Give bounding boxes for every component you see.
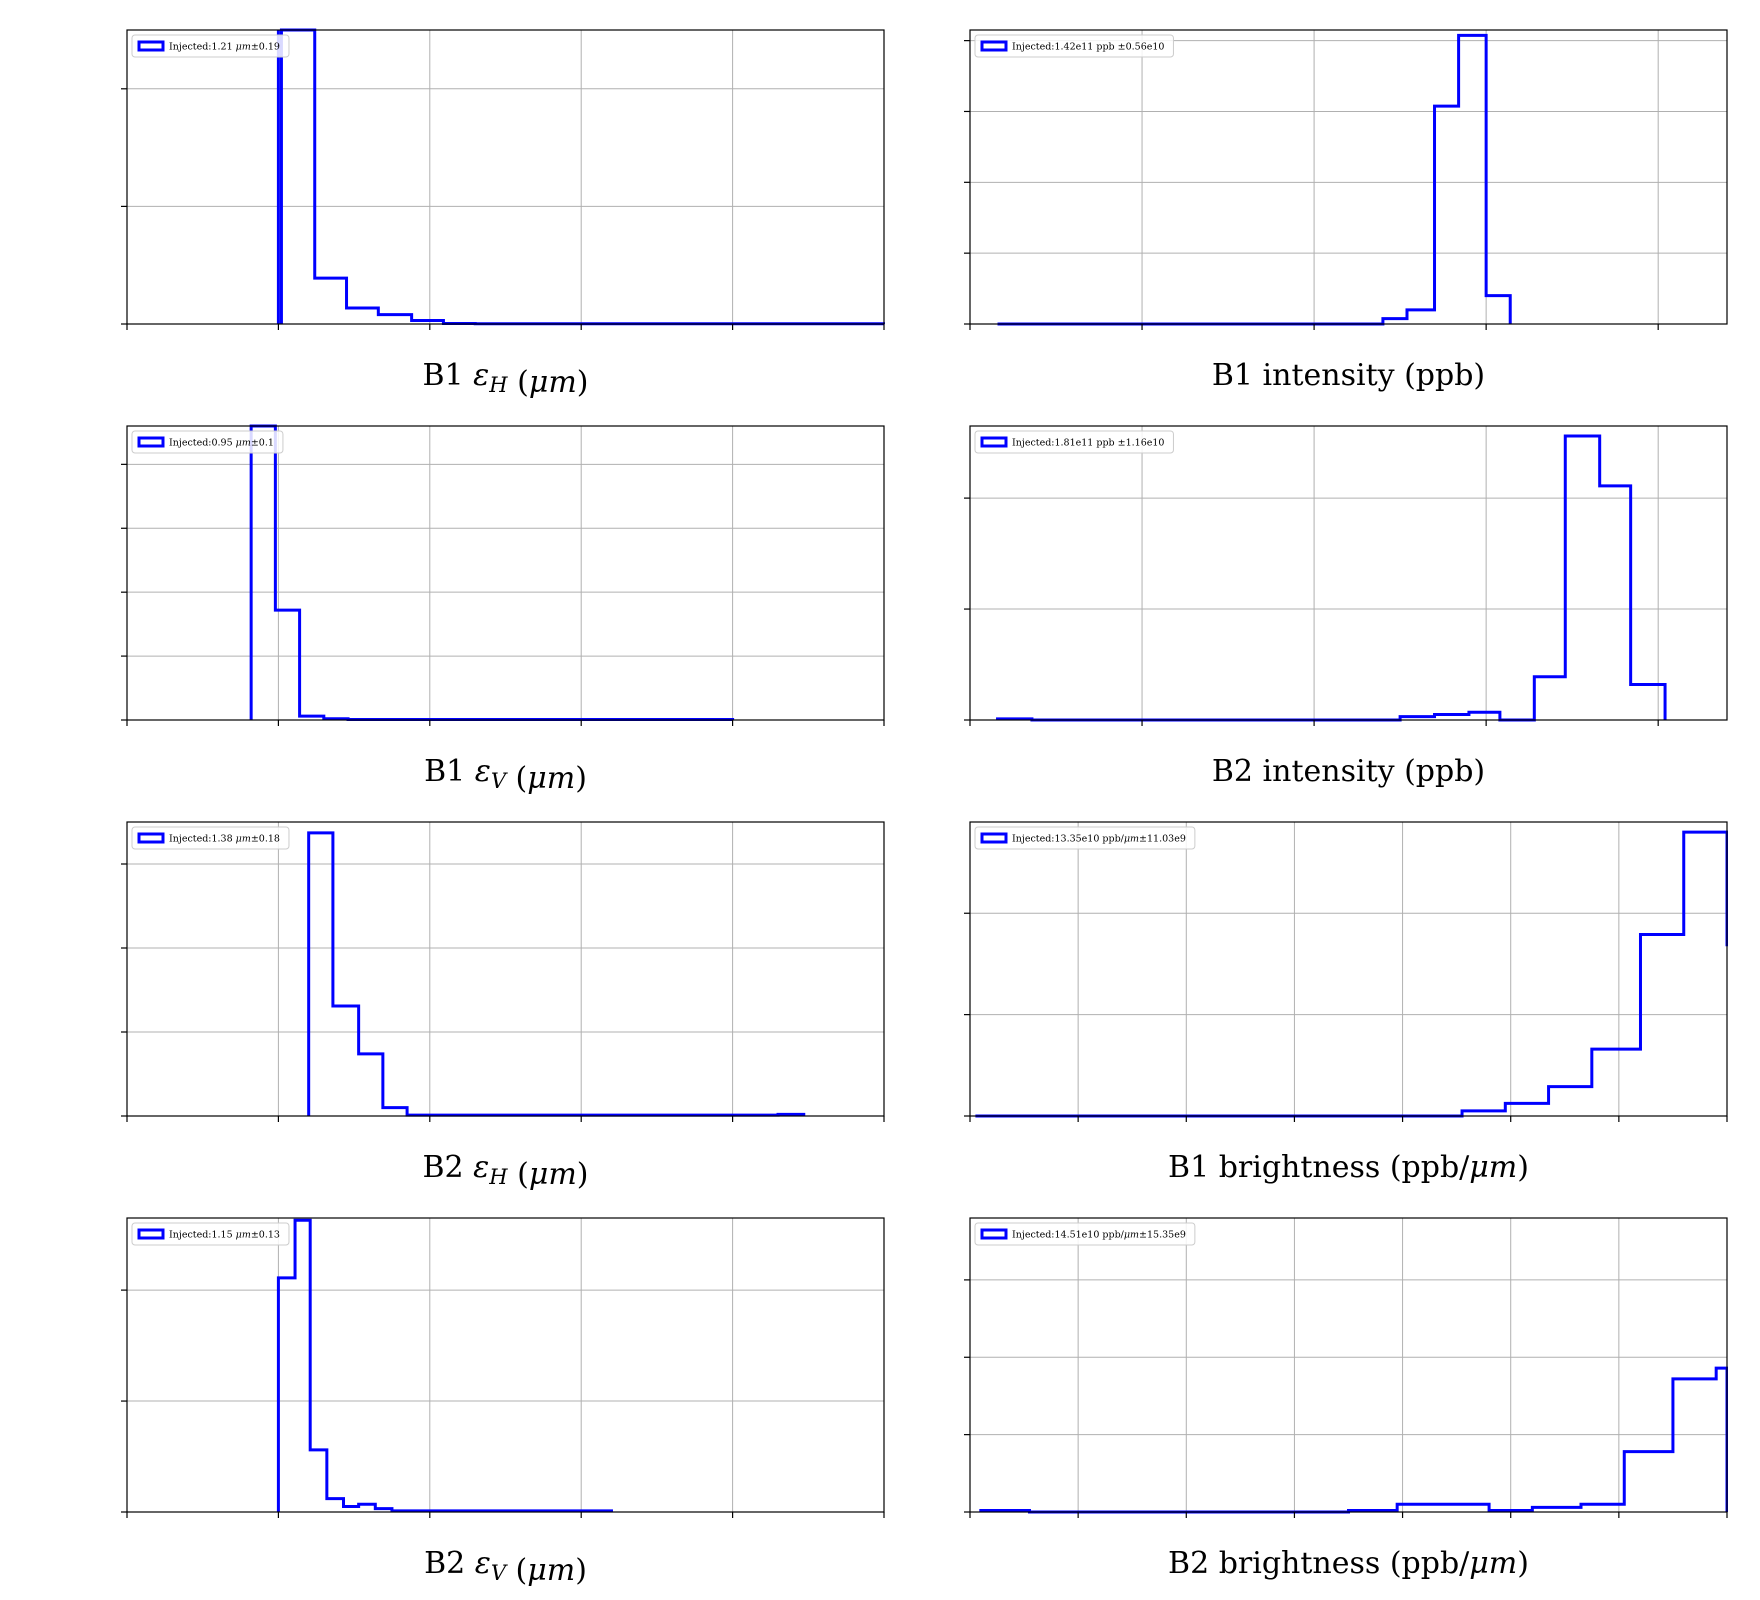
histogram-bars [975,830,1728,1118]
histogram-step-line [996,434,1667,722]
histogram-step-line [276,1218,613,1513]
histogram-step-line [249,424,735,721]
x-axis-label: B2 intensity (ppb) [1212,754,1485,789]
histogram-panel-2: B1 intensity (ppb) Injected:1.42e11 ppb ±… [964,29,1728,393]
legend-box [131,430,284,454]
axes-frame [126,425,885,721]
x-axis-label: B1 brightness (ppb/μm) [1168,1150,1529,1185]
histogram-bars [997,33,1512,326]
legend: Injected:0.95 μm±0.1 [131,430,284,454]
legend-box [131,34,290,58]
legend: Injected:1.15 μm±0.13 [131,1222,290,1246]
axes-frame [126,1217,885,1513]
x-axis-label: B2 εH (μm) [422,1150,588,1192]
histogram-bars [979,1366,1728,1514]
legend-swatch [980,436,1008,448]
legend-label: Injected:14.51e10 ppb/μm±15.35e9 [1012,1230,1186,1241]
axes-frame [969,425,1728,721]
legend-box [131,1222,290,1246]
axes-frame [969,1217,1728,1513]
legend-swatch [137,40,165,52]
legend-box [974,826,1196,850]
legend-label: Injected:0.95 μm±0.1 [169,438,274,449]
legend-swatch [137,832,165,844]
x-axis-label: B1 intensity (ppb) [1212,358,1485,393]
legend-label: Injected:1.42e11 ppb ±0.56e10 [1012,42,1164,53]
histogram-panel-5: B2 εH (μm) Injected:1.38 μm±0.18 [121,821,885,1192]
legend: Injected:1.81e11 ppb ±1.16e10 [974,430,1174,454]
legend-swatch [137,436,165,448]
x-axis-label: B2 brightness (ppb/μm) [1168,1546,1529,1581]
legend-box [974,34,1174,58]
legend-swatch [980,1228,1008,1240]
legend-swatch [980,832,1008,844]
legend-box [131,826,290,850]
legend: Injected:13.35e10 ppb/μm±11.03e9 [974,826,1196,850]
axes-frame [126,29,885,325]
histogram-panel-7: B2 εV (μm) Injected:1.15 μm±0.13 [121,1217,885,1588]
histogram-bars [249,424,735,721]
x-axis-label: B2 εV (μm) [424,1546,587,1588]
legend-label: Injected:1.21 μm±0.19 [169,42,280,53]
legend-label: Injected:13.35e10 ppb/μm±11.03e9 [1012,834,1186,845]
histogram-panel-6: B1 brightness (ppb/μm) Injected:13.35e10 … [964,821,1728,1185]
axes-frame [969,821,1728,1117]
legend-box [974,430,1174,454]
legend-label: Injected:1.15 μm±0.13 [169,1230,280,1241]
histogram-bars [276,1218,613,1513]
legend: Injected:1.21 μm±0.19 [131,34,290,58]
histogram-bars [307,831,806,1117]
legend: Injected:14.51e10 ppb/μm±15.35e9 [974,1222,1196,1246]
histogram-bars [996,434,1667,722]
histogram-step-line [979,1366,1728,1514]
histogram-step-line [975,830,1728,1118]
legend-swatch [980,40,1008,52]
legend-box [974,1222,1196,1246]
legend-swatch [137,1228,165,1240]
axes-frame [126,821,885,1117]
histogram-step-line [307,831,806,1117]
histogram-step-line [279,28,885,326]
histogram-step-line [997,33,1512,326]
axes-frame [969,29,1728,325]
x-axis-label: B1 εV (μm) [424,754,587,796]
legend-label: Injected:1.38 μm±0.18 [169,834,280,845]
x-axis-label: B1 εH (μm) [422,358,588,400]
histogram-panel-8: B2 brightness (ppb/μm) Injected:14.51e10 … [964,1217,1728,1581]
histogram-panel-1: B1 εH (μm) Injected:1.21 μm±0.19 [121,28,885,400]
legend: Injected:1.42e11 ppb ±0.56e10 [974,34,1174,58]
legend: Injected:1.38 μm±0.18 [131,826,290,850]
histogram-panel-3: B1 εV (μm) Injected:0.95 μm±0.1 [121,424,885,796]
legend-label: Injected:1.81e11 ppb ±1.16e10 [1012,438,1164,449]
histogram-panel-4: B2 intensity (ppb) Injected:1.81e11 ppb ±… [964,425,1728,789]
